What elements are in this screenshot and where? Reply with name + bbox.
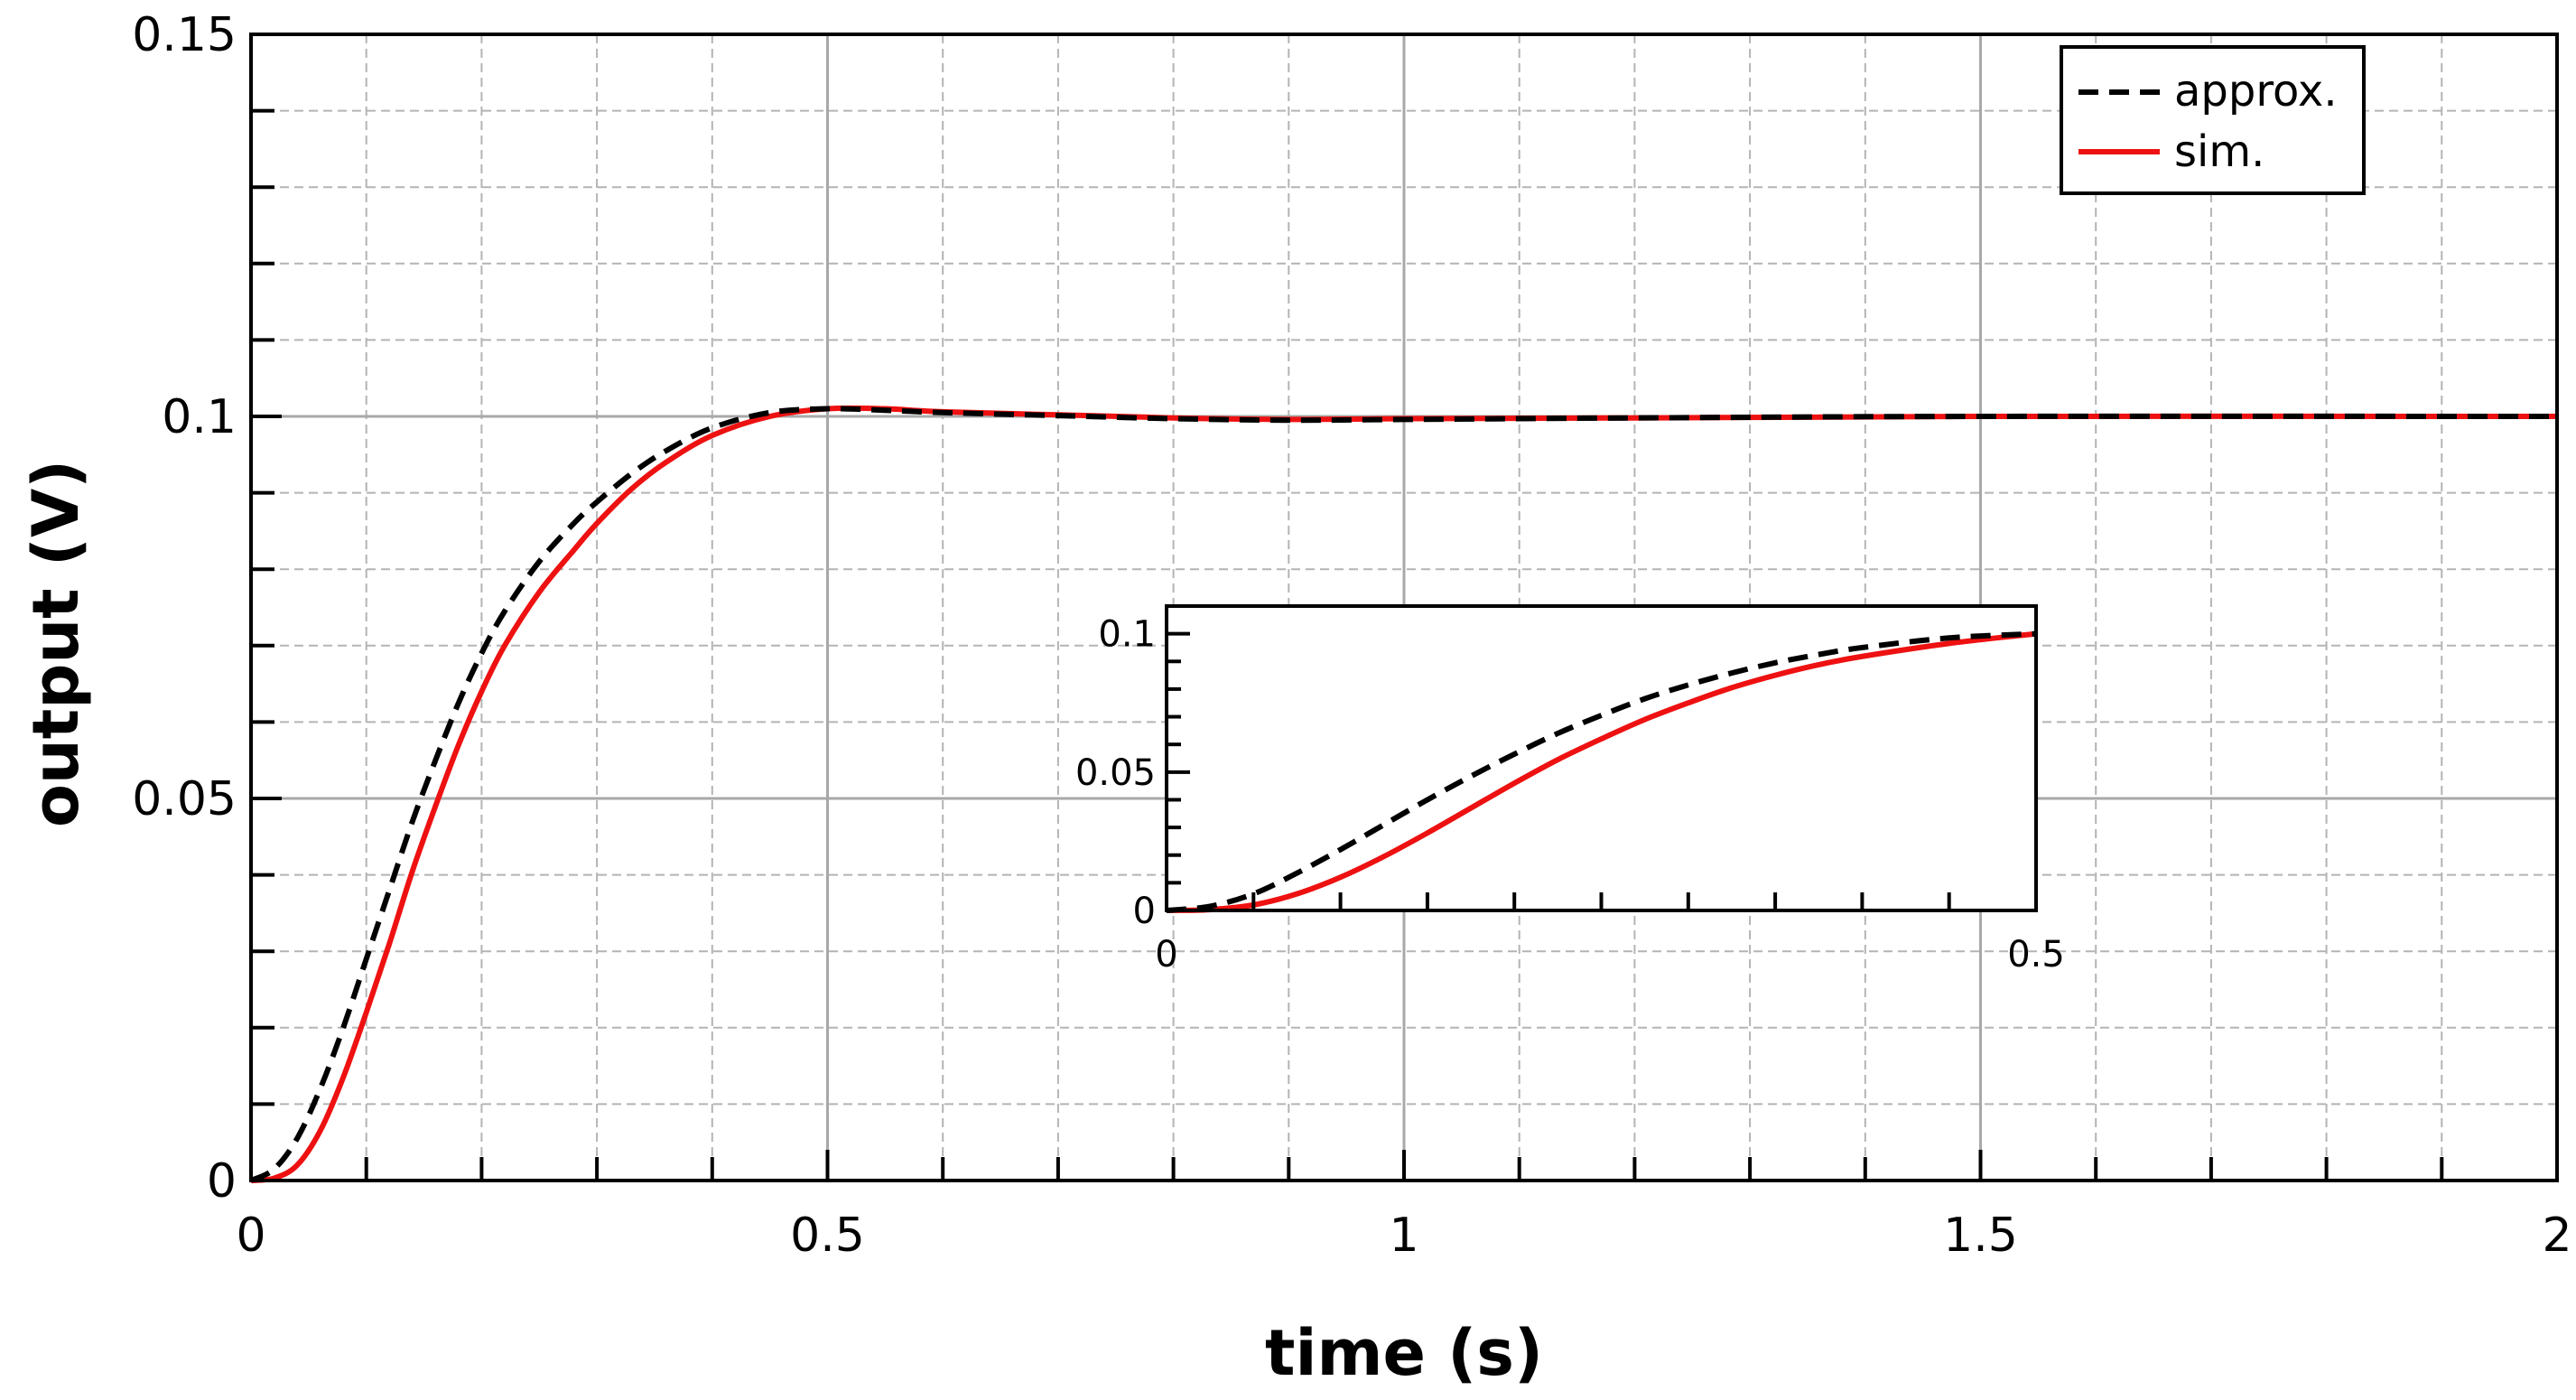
inset-x-tick-label: 0 (1155, 934, 1177, 975)
inset-tick-labels: 0 0.5 0 0.05 0.1 (1075, 614, 2065, 975)
y-tick-label: 0.05 (132, 772, 237, 826)
x-tick-label: 0 (236, 1209, 265, 1263)
y-tick-label: 0.1 (162, 390, 237, 444)
inset-ticks (1165, 631, 2038, 912)
series-line-approx (249, 406, 2558, 1183)
x-tick-label: 0.5 (790, 1209, 865, 1263)
inset-background (1167, 606, 2036, 910)
x-tick-label: 1.5 (1943, 1209, 2018, 1263)
inset-y-tick-label: 0 (1133, 891, 1156, 932)
legend-box (2060, 45, 2366, 195)
main-ticks (249, 33, 2559, 1182)
main-plot: 0 0.5 1 1.5 2 0 0.05 0.1 0.15 (132, 8, 2571, 1263)
y-tick-label: 0.15 (132, 8, 237, 62)
main-tick-labels: 0 0.5 1 1.5 2 0 0.05 0.1 0.15 (132, 8, 2571, 1263)
main-series (249, 405, 2558, 1183)
x-axis-title: time (s) (1265, 1316, 1543, 1390)
y-tick-label: 0 (207, 1154, 237, 1209)
inset-plot: 0 0.5 0 0.05 0.1 (1075, 604, 2065, 975)
inset-series-line-approx (1166, 630, 2037, 913)
x-tick-label: 2 (2542, 1209, 2571, 1263)
legend-label-sim: sim. (2174, 126, 2264, 177)
inset-series (1166, 630, 2037, 913)
inset-x-tick-label: 0.5 (2007, 934, 2065, 975)
legend: approx. sim. (2060, 45, 2366, 195)
y-axis-title: output (V) (19, 460, 93, 827)
inset-series-line-sim (1166, 630, 2037, 913)
x-tick-label: 1 (1389, 1209, 1418, 1263)
inset-y-tick-label: 0.05 (1075, 752, 1156, 794)
legend-label-approx: approx. (2174, 66, 2338, 117)
inset-y-tick-label: 0.1 (1098, 614, 1156, 656)
